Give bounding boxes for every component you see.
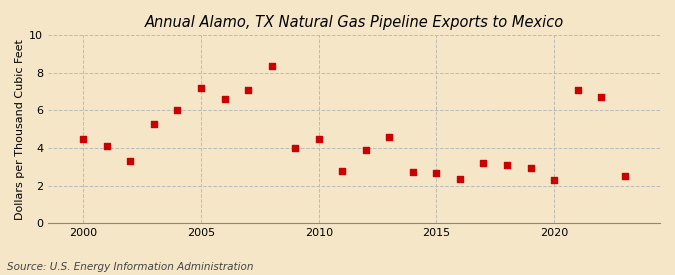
Point — [454, 177, 465, 181]
Point — [478, 161, 489, 165]
Point — [549, 178, 560, 182]
Point — [525, 166, 536, 170]
Point — [196, 86, 207, 90]
Point — [619, 174, 630, 178]
Point — [172, 108, 183, 113]
Point — [596, 95, 607, 100]
Point — [125, 159, 136, 163]
Point — [408, 170, 418, 175]
Point — [337, 168, 348, 173]
Point — [572, 88, 583, 92]
Point — [78, 136, 88, 141]
Point — [219, 97, 230, 101]
Point — [290, 146, 300, 150]
Point — [384, 134, 395, 139]
Point — [431, 171, 442, 175]
Point — [313, 136, 324, 141]
Point — [360, 148, 371, 152]
Point — [101, 144, 112, 148]
Title: Annual Alamo, TX Natural Gas Pipeline Exports to Mexico: Annual Alamo, TX Natural Gas Pipeline Ex… — [144, 15, 564, 30]
Point — [243, 88, 254, 92]
Point — [148, 121, 159, 126]
Point — [502, 163, 512, 167]
Text: Source: U.S. Energy Information Administration: Source: U.S. Energy Information Administ… — [7, 262, 253, 272]
Y-axis label: Dollars per Thousand Cubic Feet: Dollars per Thousand Cubic Feet — [15, 39, 25, 220]
Point — [266, 64, 277, 68]
